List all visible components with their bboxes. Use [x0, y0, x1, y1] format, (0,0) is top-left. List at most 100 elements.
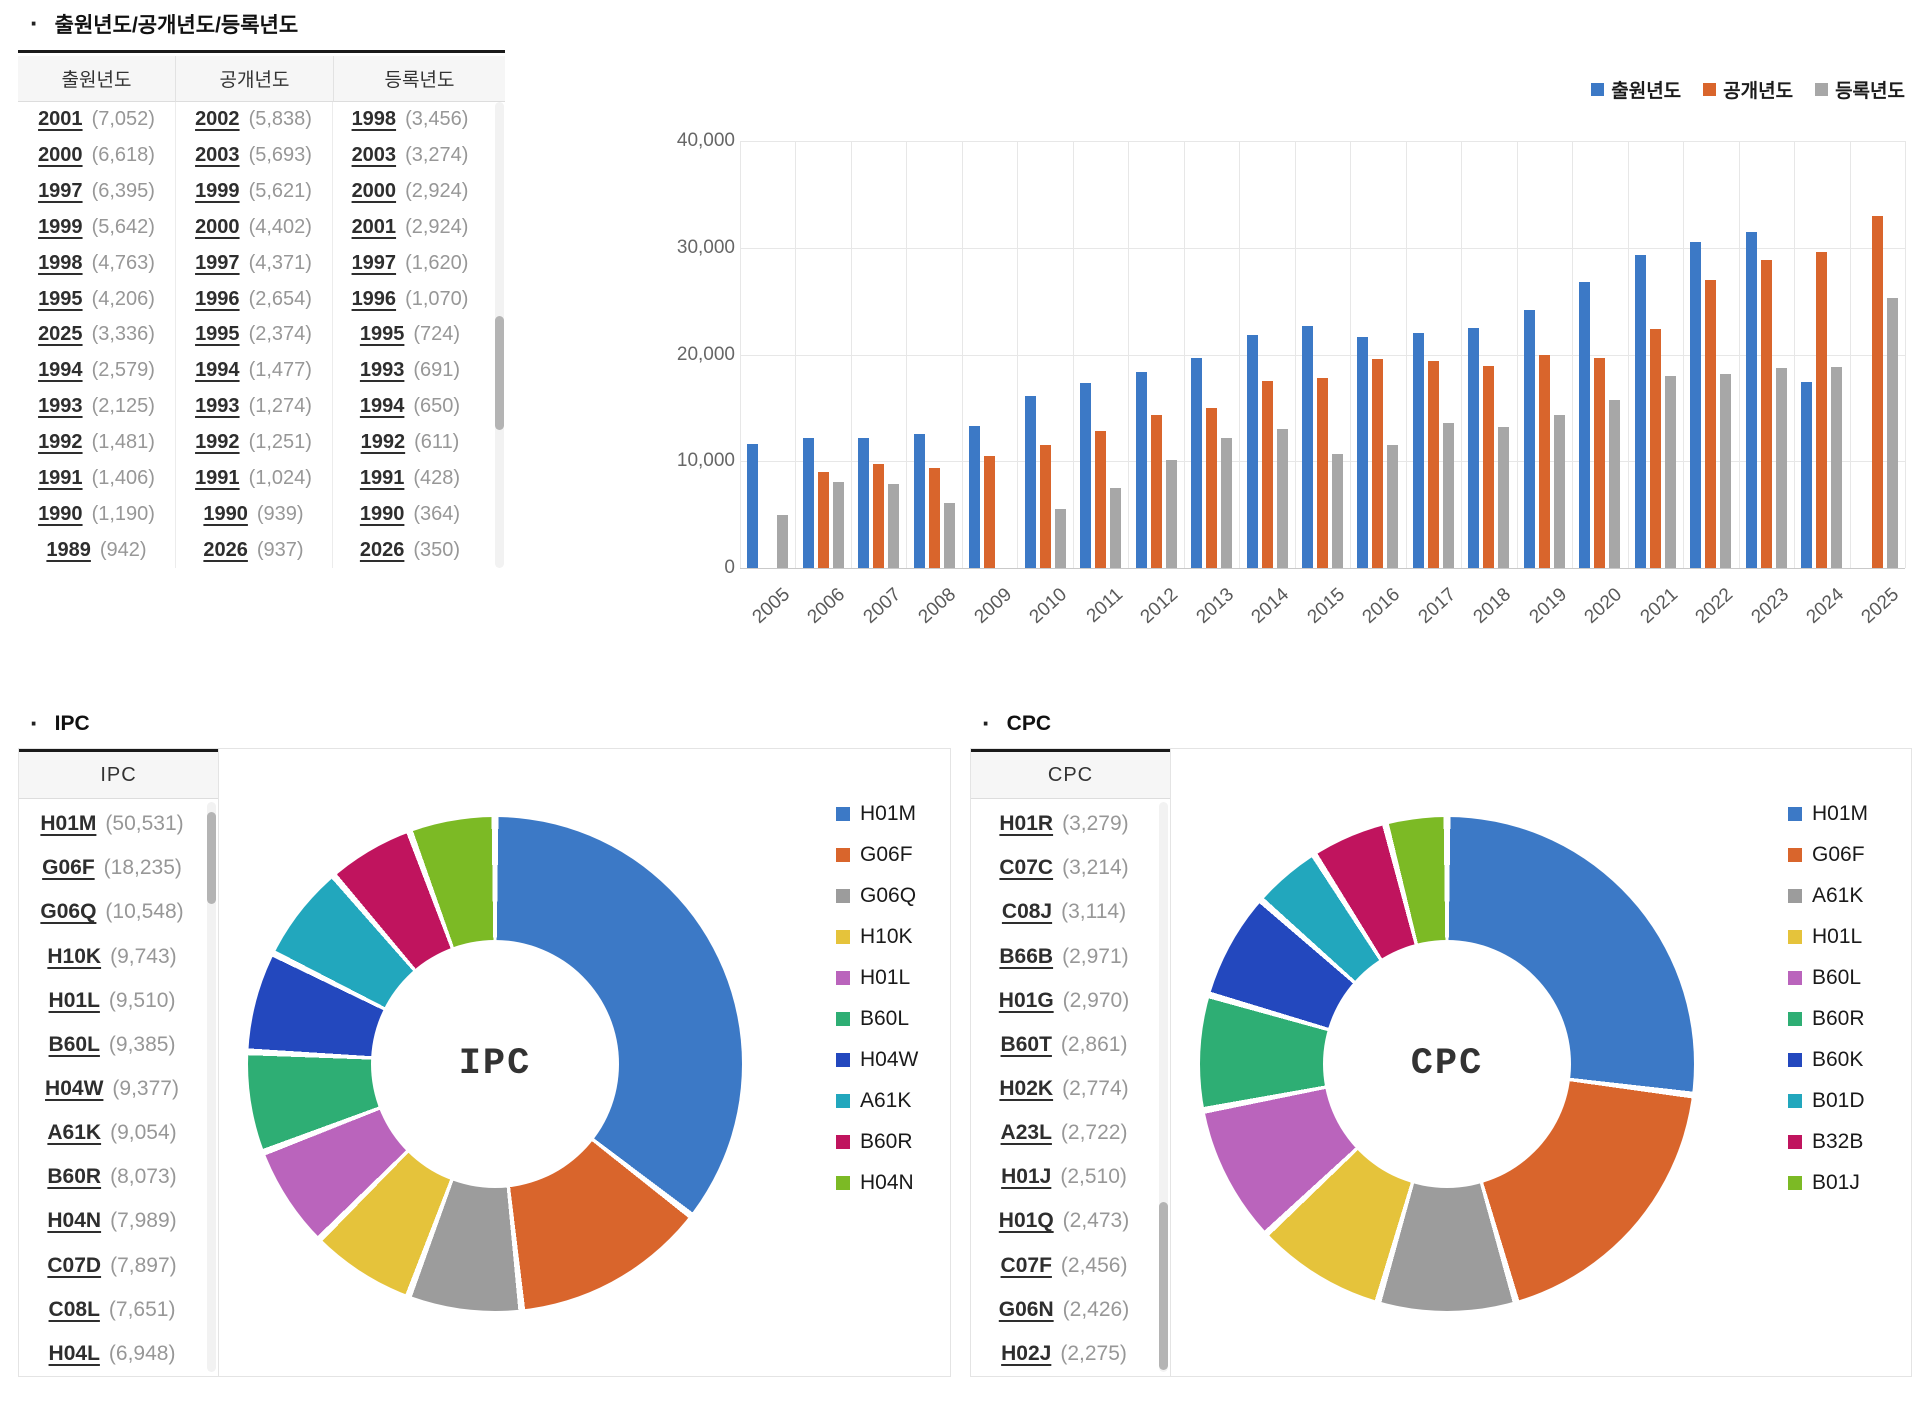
ipc-code-link[interactable]: H10K — [47, 944, 102, 968]
ipc-legend-item-H10K[interactable]: H10K — [836, 916, 918, 957]
cpc-legend-item-B60K[interactable]: B60K — [1788, 1039, 1868, 1080]
ipc-legend-item-H04N[interactable]: H04N — [836, 1162, 918, 1203]
ipc-code-link[interactable]: H01M — [40, 812, 97, 836]
publication-year-link[interactable]: 2003 — [195, 144, 240, 167]
cpc-legend-item-H01M[interactable]: H01M — [1788, 793, 1868, 834]
registration-year-count: (350) — [413, 538, 461, 561]
ipc-legend-item-H01M[interactable]: H01M — [836, 793, 918, 834]
application-year-link[interactable]: 1997 — [38, 180, 83, 203]
publication-year-link[interactable]: 2026 — [203, 538, 248, 561]
cpc-legend-item-B32B[interactable]: B32B — [1788, 1121, 1868, 1162]
publication-year-link[interactable]: 1990 — [203, 502, 248, 525]
cpc-code-link[interactable]: H01R — [999, 812, 1054, 836]
ipc-code-link[interactable]: B60R — [47, 1165, 102, 1189]
registration-year-link[interactable]: 2001 — [351, 215, 397, 238]
publication-year-link[interactable]: 1996 — [195, 287, 240, 310]
application-year-link[interactable]: 1992 — [38, 431, 83, 454]
ipc-code-link[interactable]: A61K — [47, 1121, 102, 1145]
ipc-legend-item-G06Q[interactable]: G06Q — [836, 875, 918, 916]
application-year-link[interactable]: 1994 — [38, 359, 83, 382]
publication-year-link[interactable]: 2002 — [195, 108, 240, 131]
cpc-code-link[interactable]: H02J — [1001, 1341, 1052, 1365]
cpc-code-link[interactable]: H02K — [999, 1077, 1054, 1101]
registration-year-link[interactable]: 1997 — [351, 251, 397, 274]
ipc-legend-item-B60R[interactable]: B60R — [836, 1121, 918, 1162]
ipc-legend-item-B60L[interactable]: B60L — [836, 998, 918, 1039]
ipc-code-link[interactable]: H01L — [48, 988, 100, 1012]
ipc-legend-item-G06F[interactable]: G06F — [836, 834, 918, 875]
ipc-table-scrollbar-thumb[interactable] — [207, 812, 216, 904]
bar-공개년도-2023 — [1760, 259, 1772, 568]
cpc-code-link[interactable]: C07F — [1000, 1253, 1052, 1277]
application-year-link[interactable]: 1995 — [38, 287, 83, 310]
application-year-link[interactable]: 1991 — [38, 466, 83, 489]
publication-year-row: 1996 (2,654) — [175, 281, 332, 317]
ipc-code-link[interactable]: H04N — [47, 1209, 102, 1233]
ipc-table-scrollbar[interactable] — [207, 802, 216, 1372]
year-table-scrollbar[interactable] — [495, 102, 504, 568]
registration-year-link[interactable]: 1995 — [359, 323, 405, 346]
cpc-legend-item-B60L[interactable]: B60L — [1788, 957, 1868, 998]
registration-year-link[interactable]: 2000 — [351, 180, 397, 203]
ipc-legend-item-A61K[interactable]: A61K — [836, 1080, 918, 1121]
cpc-table-body: H01R (3,279) C07C (3,214) C08J (3,114) B66B (2,… — [971, 802, 1157, 1376]
publication-year-link[interactable]: 1997 — [195, 251, 240, 274]
registration-year-link[interactable]: 1991 — [359, 466, 405, 489]
publication-year-link[interactable]: 1999 — [195, 180, 240, 203]
cpc-code-link[interactable]: A23L — [1000, 1121, 1052, 1145]
cpc-legend-item-B01J[interactable]: B01J — [1788, 1162, 1868, 1203]
application-year-link[interactable]: 1989 — [46, 538, 91, 561]
registration-year-link[interactable]: 2003 — [351, 144, 397, 167]
registration-year-link[interactable]: 1996 — [351, 287, 397, 310]
cpc-legend-item-H01L[interactable]: H01L — [1788, 916, 1868, 957]
application-year-link[interactable]: 2000 — [38, 144, 83, 167]
ipc-code-link[interactable]: H04W — [45, 1077, 104, 1101]
application-year-link[interactable]: 1998 — [38, 251, 83, 274]
cpc-code-link[interactable]: C07C — [999, 856, 1054, 880]
publication-year-link[interactable]: 1995 — [195, 323, 240, 346]
cpc-code-link[interactable]: B66B — [999, 944, 1054, 968]
cpc-legend-item-B60R[interactable]: B60R — [1788, 998, 1868, 1039]
ipc-code-link[interactable]: C07D — [47, 1253, 102, 1277]
ipc-code-link[interactable]: B60L — [48, 1032, 100, 1056]
cpc-code-link[interactable]: G06N — [998, 1297, 1054, 1321]
registration-year-link[interactable]: 1993 — [359, 359, 405, 382]
registration-year-link[interactable]: 1990 — [359, 502, 405, 525]
cpc-code-link[interactable]: C08J — [1001, 900, 1053, 924]
cpc-legend-item-A61K[interactable]: A61K — [1788, 875, 1868, 916]
cpc-code-link[interactable]: H01G — [998, 988, 1054, 1012]
publication-year-link[interactable]: 1991 — [195, 466, 240, 489]
x-axis-tick-2025: 2025 — [1858, 584, 1904, 628]
ipc-code-link[interactable]: C08L — [48, 1297, 100, 1321]
ipc-code-link[interactable]: G06F — [42, 856, 95, 880]
ipc-legend-swatch-icon — [836, 847, 850, 862]
registration-year-link[interactable]: 1992 — [360, 431, 406, 454]
legend-item-registration-year[interactable]: 등록년도 — [1815, 76, 1905, 103]
application-year-link[interactable]: 1993 — [38, 395, 83, 418]
ipc-legend-item-H04W[interactable]: H04W — [836, 1039, 918, 1080]
publication-year-link[interactable]: 1993 — [195, 395, 240, 418]
publication-year-link[interactable]: 2000 — [195, 215, 240, 238]
application-year-link[interactable]: 1990 — [38, 502, 83, 525]
cpc-code-link[interactable]: H01Q — [998, 1209, 1054, 1233]
application-year-link[interactable]: 1999 — [38, 215, 83, 238]
publication-year-link[interactable]: 1992 — [195, 431, 240, 454]
ipc-code-link[interactable]: H04L — [48, 1341, 100, 1365]
application-year-link[interactable]: 2025 — [38, 323, 83, 346]
application-year-link[interactable]: 2001 — [38, 108, 83, 131]
year-table-scrollbar-thumb[interactable] — [495, 316, 504, 430]
cpc-legend-item-B01D[interactable]: B01D — [1788, 1080, 1868, 1121]
publication-year-link[interactable]: 1994 — [195, 359, 240, 382]
cpc-code-link[interactable]: H01J — [1001, 1165, 1052, 1189]
cpc-table-scrollbar-thumb[interactable] — [1159, 1202, 1168, 1370]
legend-item-application-year[interactable]: 출원년도 — [1591, 76, 1681, 103]
cpc-code-link[interactable]: B60T — [1000, 1032, 1052, 1056]
cpc-table-scrollbar[interactable] — [1159, 802, 1168, 1372]
legend-item-publication-year[interactable]: 공개년도 — [1703, 76, 1793, 103]
registration-year-link[interactable]: 1994 — [359, 395, 405, 418]
registration-year-link[interactable]: 1998 — [351, 108, 397, 131]
ipc-legend-item-H01L[interactable]: H01L — [836, 957, 918, 998]
ipc-code-link[interactable]: G06Q — [40, 900, 97, 924]
registration-year-link[interactable]: 2026 — [359, 538, 405, 561]
cpc-legend-item-G06F[interactable]: G06F — [1788, 834, 1868, 875]
